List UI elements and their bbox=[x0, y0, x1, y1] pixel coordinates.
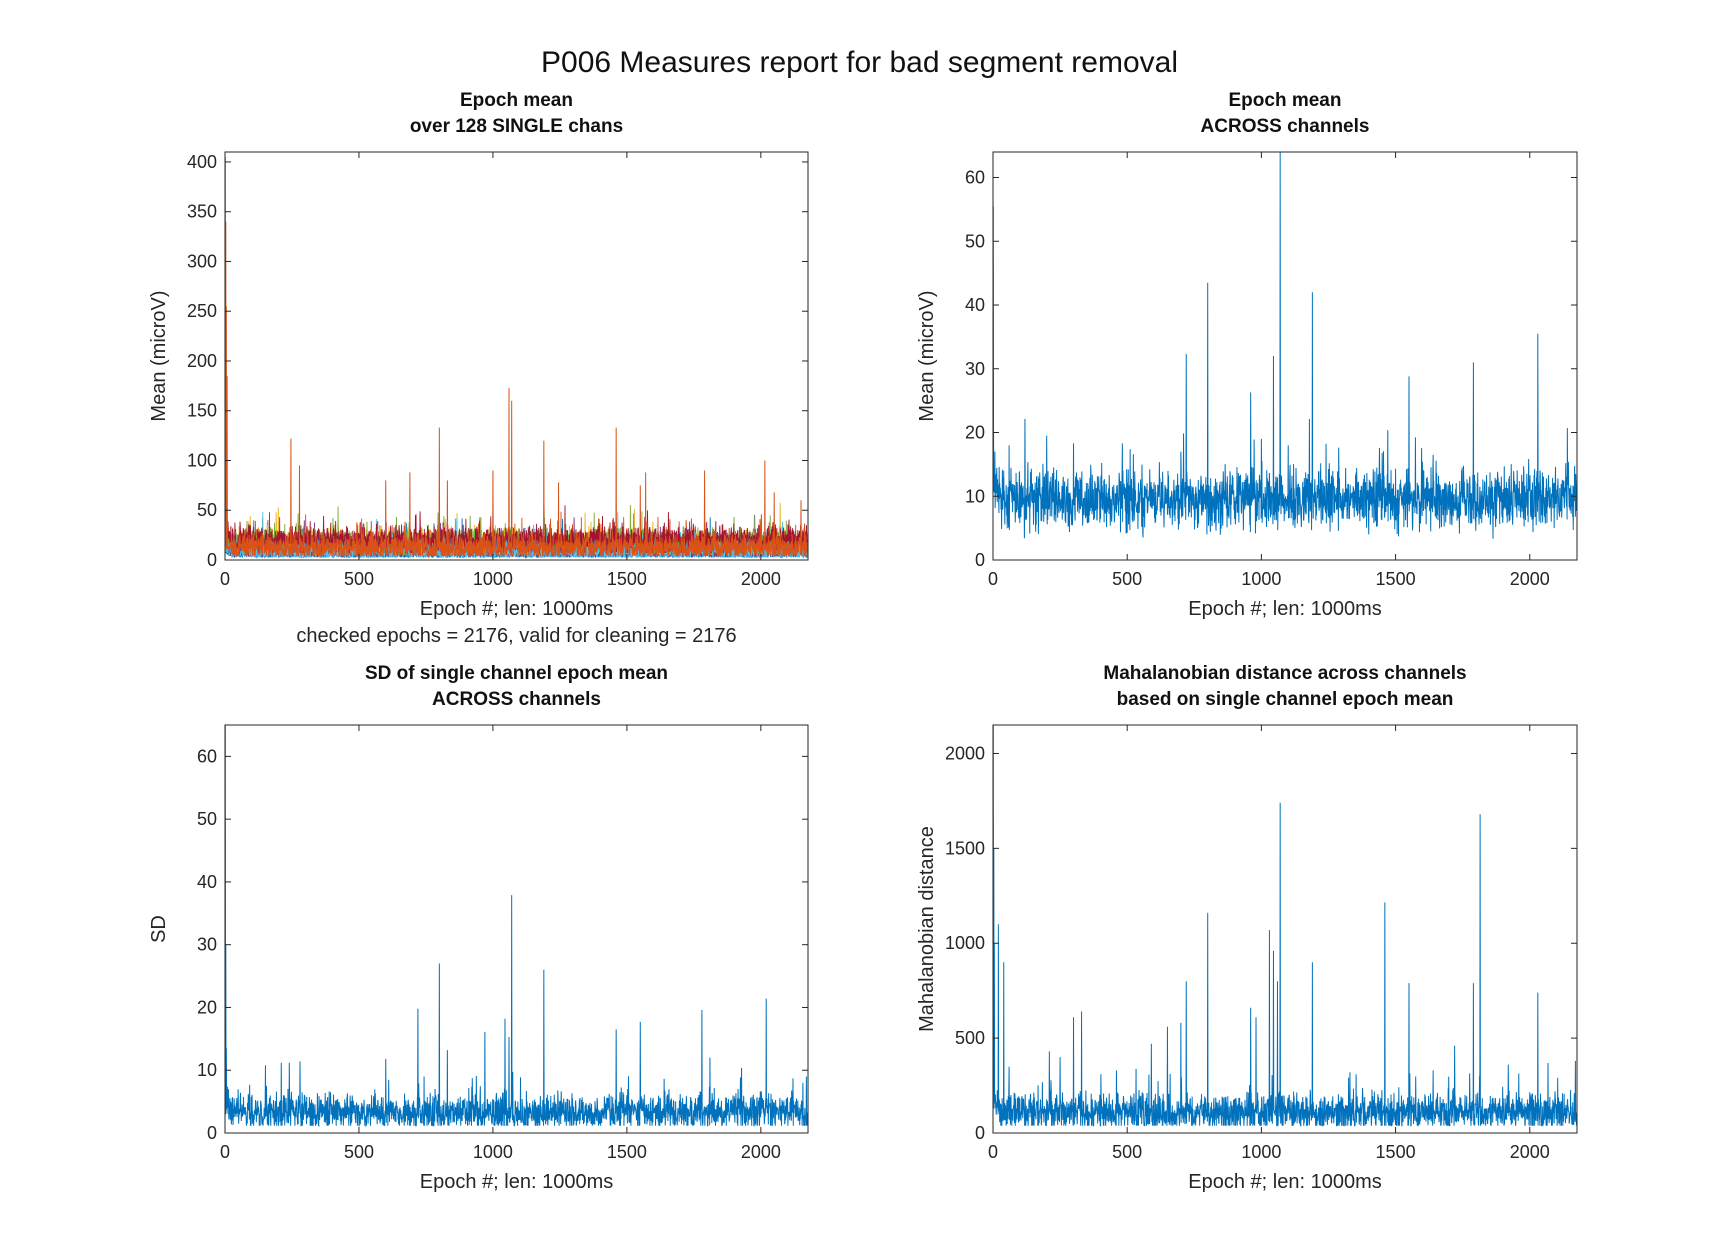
y-tick-label: 0 bbox=[975, 1123, 985, 1143]
y-tick-label: 300 bbox=[187, 251, 217, 271]
y-tick-label: 40 bbox=[965, 295, 985, 315]
chart-lines bbox=[224, 724, 809, 1128]
x-tick-label: 2000 bbox=[1510, 1142, 1550, 1162]
y-tick-label: 50 bbox=[197, 500, 217, 520]
x-tick-label: 500 bbox=[344, 569, 374, 589]
x-axis-label: Epoch #; len: 1000ms bbox=[420, 1171, 613, 1193]
y-tick-label: 60 bbox=[197, 746, 217, 766]
axes-box bbox=[224, 724, 809, 1134]
x-axis-label: Epoch #; len: 1000ms bbox=[1188, 1171, 1381, 1193]
y-axis-label: Mean (microV) bbox=[916, 290, 938, 421]
x-axis-label: Epoch #; len: 1000ms bbox=[1188, 598, 1381, 620]
x-tick-label: 1000 bbox=[1241, 1142, 1281, 1162]
chart-title-line: Mahalanobian distance across channels bbox=[1103, 663, 1466, 684]
figure-title: P006 Measures report for bad segment rem… bbox=[541, 46, 1178, 79]
axes-box bbox=[992, 724, 1578, 1134]
x-tick-label: 500 bbox=[1112, 1142, 1142, 1162]
y-tick-label: 0 bbox=[207, 550, 217, 570]
y-tick-label: 10 bbox=[965, 486, 985, 506]
y-axis-label: Mean (microV) bbox=[148, 290, 170, 421]
y-tick-label: 30 bbox=[197, 935, 217, 955]
y-tick-label: 50 bbox=[197, 809, 217, 829]
x-tick-label: 1000 bbox=[473, 1142, 513, 1162]
x-tick-label: 1500 bbox=[1376, 569, 1416, 589]
chart-br: Mahalanobian distance across channels bas… bbox=[916, 663, 1578, 1193]
y-tick-label: 200 bbox=[187, 351, 217, 371]
y-tick-label: 40 bbox=[197, 872, 217, 892]
x-tick-label: 1500 bbox=[607, 569, 647, 589]
chart-title-line: ACROSS channels bbox=[1201, 116, 1370, 137]
x-tick-label: 1000 bbox=[473, 569, 513, 589]
y-tick-label: 0 bbox=[975, 550, 985, 570]
x-tick-label: 1000 bbox=[1241, 569, 1281, 589]
y-tick-label: 1500 bbox=[945, 838, 985, 858]
chart-title-line: Epoch mean bbox=[1229, 90, 1342, 111]
chart-lines bbox=[992, 724, 1578, 1127]
x-tick-label: 1500 bbox=[1376, 1142, 1416, 1162]
series-line bbox=[224, 156, 809, 558]
axes-box bbox=[224, 151, 809, 561]
x-tick-label: 0 bbox=[988, 1142, 998, 1162]
y-tick-label: 100 bbox=[187, 450, 217, 470]
axes-box bbox=[992, 151, 1578, 561]
x-axis-label: Epoch #; len: 1000ms bbox=[420, 598, 613, 620]
y-tick-label: 400 bbox=[187, 152, 217, 172]
chart-bl: SD of single channel epoch mean ACROSS ch… bbox=[148, 663, 809, 1193]
x-tick-label: 2000 bbox=[741, 1142, 781, 1162]
y-tick-label: 350 bbox=[187, 202, 217, 222]
chart-title-line: over 128 SINGLE chans bbox=[410, 116, 623, 137]
y-tick-label: 0 bbox=[207, 1123, 217, 1143]
x-tick-label: 0 bbox=[988, 569, 998, 589]
series-line bbox=[992, 724, 1578, 1127]
chart-title-line: SD of single channel epoch mean bbox=[365, 663, 668, 684]
y-tick-label: 30 bbox=[965, 359, 985, 379]
y-tick-label: 150 bbox=[187, 401, 217, 421]
chart-lines bbox=[224, 156, 809, 559]
y-tick-label: 50 bbox=[965, 231, 985, 251]
x-tick-label: 500 bbox=[1112, 569, 1142, 589]
y-axis-label: Mahalanobian distance bbox=[916, 826, 938, 1032]
series-line bbox=[224, 724, 809, 1128]
y-axis-label: SD bbox=[148, 915, 170, 943]
y-tick-label: 250 bbox=[187, 301, 217, 321]
chart-title-line: ACROSS channels bbox=[432, 689, 601, 710]
chart-title-line: based on single channel epoch mean bbox=[1117, 689, 1454, 710]
chart-title-line: Epoch mean bbox=[460, 90, 573, 111]
x-tick-label: 0 bbox=[220, 1142, 230, 1162]
x-tick-label: 1500 bbox=[607, 1142, 647, 1162]
series-line bbox=[992, 151, 1578, 539]
y-tick-label: 10 bbox=[197, 1060, 217, 1080]
x-tick-label: 2000 bbox=[741, 569, 781, 589]
y-tick-label: 500 bbox=[955, 1028, 985, 1048]
y-tick-label: 20 bbox=[197, 997, 217, 1017]
x-axis-note: checked epochs = 2176, valid for cleanin… bbox=[296, 625, 736, 647]
chart-lines bbox=[992, 151, 1578, 539]
y-tick-label: 1000 bbox=[945, 933, 985, 953]
y-tick-label: 20 bbox=[965, 423, 985, 443]
x-tick-label: 500 bbox=[344, 1142, 374, 1162]
x-tick-label: 0 bbox=[220, 569, 230, 589]
y-tick-label: 2000 bbox=[945, 743, 985, 763]
x-tick-label: 2000 bbox=[1510, 569, 1550, 589]
y-tick-label: 60 bbox=[965, 168, 985, 188]
